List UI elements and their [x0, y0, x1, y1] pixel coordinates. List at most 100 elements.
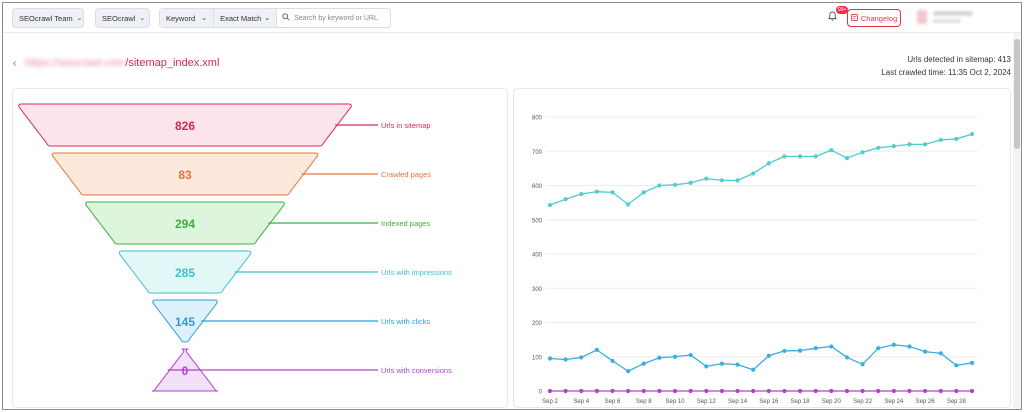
data-point[interactable] — [688, 180, 693, 185]
data-point[interactable] — [860, 150, 865, 155]
data-point[interactable] — [860, 388, 865, 394]
match-type-dropdown[interactable]: Keyword ⌄ — [160, 9, 215, 27]
funnel-stage[interactable]: 826 Urls in sitemap — [18, 103, 431, 147]
project-selector[interactable]: SEOcrawl ⌄ — [95, 8, 150, 28]
data-point[interactable] — [923, 142, 928, 147]
data-point[interactable] — [829, 148, 834, 153]
data-point[interactable] — [704, 364, 709, 369]
data-point[interactable] — [766, 388, 771, 394]
avatar[interactable] — [917, 10, 927, 24]
data-point[interactable] — [547, 388, 553, 394]
data-point[interactable] — [563, 197, 568, 202]
data-point[interactable] — [938, 137, 943, 143]
data-point[interactable] — [719, 361, 725, 366]
data-point[interactable] — [829, 388, 834, 394]
data-point[interactable] — [876, 388, 881, 394]
data-point[interactable] — [735, 362, 740, 367]
data-point[interactable] — [719, 178, 725, 183]
data-point[interactable] — [704, 176, 709, 181]
data-point[interactable] — [547, 202, 553, 208]
data-point[interactable] — [844, 388, 850, 394]
data-point[interactable] — [626, 369, 631, 374]
data-point[interactable] — [844, 156, 850, 161]
user-name[interactable] — [933, 11, 973, 16]
data-point[interactable] — [782, 348, 787, 354]
data-point[interactable] — [954, 388, 959, 394]
data-point[interactable] — [688, 388, 693, 394]
data-point[interactable] — [891, 388, 896, 394]
data-point[interactable] — [657, 388, 662, 394]
data-point[interactable] — [766, 353, 771, 358]
data-point[interactable] — [969, 360, 975, 366]
page-scrollbar[interactable] — [1013, 33, 1021, 409]
data-point[interactable] — [969, 388, 975, 394]
data-point[interactable] — [782, 154, 787, 159]
funnel-segment[interactable] — [118, 250, 252, 294]
data-point[interactable] — [923, 349, 928, 354]
funnel-segment[interactable] — [152, 299, 218, 343]
data-point[interactable] — [969, 132, 975, 137]
back-chevron-icon[interactable]: ‹ — [13, 58, 17, 69]
bell-icon[interactable] — [828, 11, 837, 24]
data-point[interactable] — [782, 388, 787, 394]
data-point[interactable] — [735, 388, 740, 394]
data-point[interactable] — [704, 388, 709, 394]
funnel-segment[interactable] — [51, 152, 319, 196]
data-point[interactable] — [610, 388, 615, 394]
data-point[interactable] — [954, 363, 959, 368]
data-point[interactable] — [657, 355, 662, 360]
data-point[interactable] — [860, 362, 865, 367]
funnel-stage[interactable]: 83 Crawled pages — [51, 152, 431, 196]
data-point[interactable] — [594, 189, 599, 194]
data-point[interactable] — [626, 388, 631, 394]
data-point[interactable] — [813, 346, 818, 351]
data-point[interactable] — [751, 388, 756, 394]
funnel-stage[interactable]: 294 Indexed pages — [85, 201, 431, 245]
data-point[interactable] — [563, 357, 568, 362]
data-point[interactable] — [563, 388, 568, 394]
data-point[interactable] — [907, 142, 912, 147]
data-point[interactable] — [751, 171, 756, 176]
funnel-stage[interactable]: 0 Urls with conversions — [151, 348, 452, 392]
data-point[interactable] — [672, 388, 678, 394]
data-point[interactable] — [579, 388, 584, 394]
data-point[interactable] — [719, 388, 725, 394]
funnel-stage[interactable]: 285 Urls with impressions — [118, 250, 452, 294]
data-point[interactable] — [547, 356, 553, 361]
data-point[interactable] — [579, 191, 584, 197]
data-point[interactable] — [844, 355, 850, 360]
data-point[interactable] — [641, 190, 646, 195]
data-point[interactable] — [813, 388, 818, 394]
data-point[interactable] — [876, 346, 881, 351]
data-point[interactable] — [797, 388, 803, 394]
data-point[interactable] — [954, 136, 959, 142]
data-point[interactable] — [797, 154, 803, 159]
match-mode-dropdown[interactable]: Exact Match ⌄ — [214, 9, 278, 27]
data-point[interactable] — [938, 351, 943, 356]
data-point[interactable] — [610, 190, 615, 195]
data-point[interactable] — [876, 145, 881, 150]
data-point[interactable] — [751, 367, 756, 372]
funnel-segment[interactable] — [18, 103, 352, 147]
search-input[interactable]: Search by keyword or URL — [294, 14, 378, 22]
data-point[interactable] — [907, 344, 912, 349]
changelog-button[interactable]: Changelog — [847, 9, 901, 27]
data-point[interactable] — [688, 352, 693, 358]
data-point[interactable] — [672, 182, 678, 187]
data-point[interactable] — [938, 388, 943, 394]
data-point[interactable] — [829, 344, 834, 349]
data-point[interactable] — [610, 358, 615, 363]
data-point[interactable] — [579, 355, 584, 360]
data-point[interactable] — [797, 348, 803, 353]
data-point[interactable] — [594, 388, 599, 394]
funnel-stage[interactable]: 145 Urls with clicks — [152, 299, 431, 343]
data-point[interactable] — [891, 144, 896, 149]
data-point[interactable] — [891, 342, 896, 347]
data-point[interactable] — [594, 347, 599, 352]
data-point[interactable] — [766, 161, 771, 166]
data-point[interactable] — [907, 388, 912, 394]
data-point[interactable] — [923, 388, 928, 394]
data-point[interactable] — [672, 354, 678, 359]
data-point[interactable] — [641, 388, 646, 394]
data-point[interactable] — [657, 183, 662, 188]
